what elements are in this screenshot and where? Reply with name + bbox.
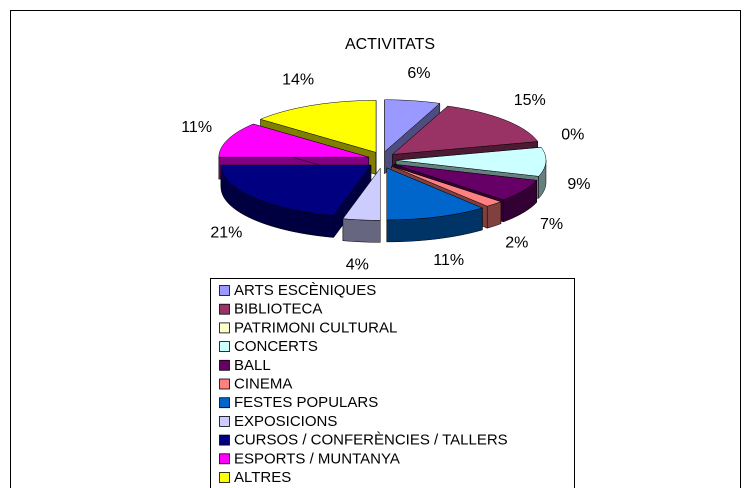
slice [220,164,372,216]
legend-label: FESTES POPULARS [234,394,378,411]
pie [218,99,547,243]
slice [391,165,502,207]
legend-label: EXPOSICIONS [234,413,337,430]
legend-label: PATRIMONI CULTURAL [234,319,397,336]
slice [384,99,441,153]
slice [386,167,484,221]
data-label: 11% [181,119,212,136]
data-label: 6% [407,65,430,82]
legend [210,278,575,488]
legend-swatch [219,415,230,427]
legend-label: BIBLIOTECA [234,301,322,318]
slice [393,164,538,201]
legend-swatch [219,285,230,296]
slice [395,147,547,177]
legend-label: ESPORTS / MUNTANYA [234,450,400,467]
data-label: 11% [433,252,464,269]
data-label: 14% [282,71,314,88]
legend-swatch [219,472,230,483]
data-label: 2% [505,234,528,251]
legend-swatch [219,341,230,353]
data-label: 7% [540,216,563,233]
data-label: 15% [514,92,546,109]
legend-label: CURSOS / CONFERÈNCIES / TALLERS [234,432,508,449]
slice [218,123,369,158]
legend-swatch [219,303,230,315]
slice [391,105,539,155]
legend-label: BALL [234,357,271,374]
chart-title: ACTIVITATS [345,36,435,53]
slice [342,167,381,221]
data-label: 4% [346,256,369,273]
legend-label: CINEMA [234,375,292,392]
legend-label: ALTRES [234,469,291,486]
slice-side [342,218,381,243]
slice [259,100,377,153]
legend-label: CONCERTS [234,338,318,355]
legend-label: ARTS ESCÈNIQUES [234,282,376,299]
legend-swatch [219,397,230,409]
data-label: 0% [561,126,584,143]
legend-swatch [219,359,230,371]
data-label: 21% [210,225,242,242]
legend-swatch [219,453,230,465]
data-label: 9% [567,176,590,193]
legend-swatch [219,378,230,390]
legend-swatch [219,434,230,446]
legend-swatch [219,322,230,334]
